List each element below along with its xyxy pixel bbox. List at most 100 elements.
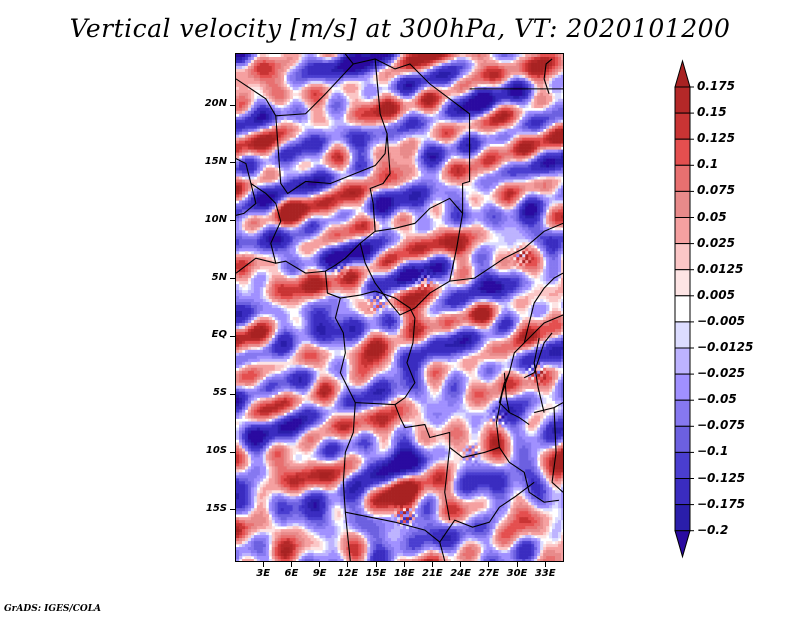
field-cell [546,68,550,73]
field-cell [334,65,338,70]
field-cell [382,98,386,103]
field-cell [510,74,514,79]
field-cell [355,101,359,106]
field-cell [259,56,264,61]
field-cell [370,107,374,112]
field-cell [268,107,273,112]
field-cell [516,54,520,58]
field-cell [405,80,410,85]
field-cell [370,56,374,61]
field-cell [474,74,478,79]
field-cell [292,68,296,73]
field-cell [486,110,490,115]
field-cell [331,92,335,97]
field-cell [268,95,273,100]
field-cell [241,71,246,76]
field-cell [501,89,505,94]
field-cell [426,68,431,73]
field-cell [498,80,502,85]
field-cell [361,92,365,97]
field-cell [388,110,392,115]
field-cell [331,54,335,58]
field-cell [531,119,535,124]
field-cell [376,107,380,112]
field-cell [391,95,395,100]
field-cell [489,59,493,64]
field-cell [286,68,290,73]
field-cell [238,77,243,82]
field-cell [340,86,344,91]
field-cell [346,89,350,94]
field-cell [313,59,317,64]
field-cell [241,80,246,85]
field-cell [552,116,556,121]
field-cell [540,92,544,97]
field-cell [304,95,308,100]
field-cell [417,104,422,109]
field-cell [522,119,526,124]
field-cell [516,56,520,61]
field-cell [256,80,261,85]
field-cell [316,101,320,106]
field-cell [370,110,374,115]
field-cell [236,71,240,76]
field-cell [537,101,541,106]
field-cell [510,83,514,88]
field-cell [438,80,443,85]
field-cell [331,80,335,85]
field-cell [355,110,359,115]
field-cell [259,95,264,100]
field-cell [298,92,302,97]
field-cell [298,98,302,103]
field-cell [432,104,437,109]
field-cell [307,54,311,58]
field-cell [405,77,410,82]
field-cell [459,77,463,82]
field-cell [501,107,505,112]
field-cell [534,104,538,109]
field-cell [504,92,508,97]
field-cell [247,113,252,118]
field-cell [349,56,353,61]
field-cell [265,104,270,109]
field-cell [462,86,466,91]
field-cell [453,110,457,115]
field-cell [352,107,356,112]
field-cell [429,74,434,79]
field-cell [450,56,454,61]
field-cell [313,71,317,76]
field-cell [552,101,556,106]
field-cell [489,119,493,124]
field-cell [555,71,559,76]
field-cell [483,116,487,121]
field-cell [352,74,356,79]
field-cell [352,104,356,109]
field-cell [322,104,326,109]
field-cell [358,68,362,73]
field-cell [483,77,487,82]
field-cell [441,89,446,94]
field-cell [534,110,538,115]
field-cell [408,104,413,109]
field-cell [474,62,478,67]
field-cell [555,62,559,67]
field-cell [525,83,529,88]
field-cell [328,89,332,94]
field-cell [528,116,532,121]
field-cell [280,86,285,91]
field-cell [343,62,347,67]
field-cell [456,54,460,58]
field-cell [238,65,243,70]
field-cell [391,110,395,115]
field-cell [561,83,563,88]
field-cell [426,74,431,79]
field-cell [558,71,562,76]
field-cell [292,116,296,121]
field-cell [394,104,398,109]
field-cell [304,54,308,58]
field-cell [385,98,389,103]
field-cell [364,71,368,76]
field-cell [492,110,496,115]
field-cell [274,56,279,61]
field-cell [325,110,329,115]
